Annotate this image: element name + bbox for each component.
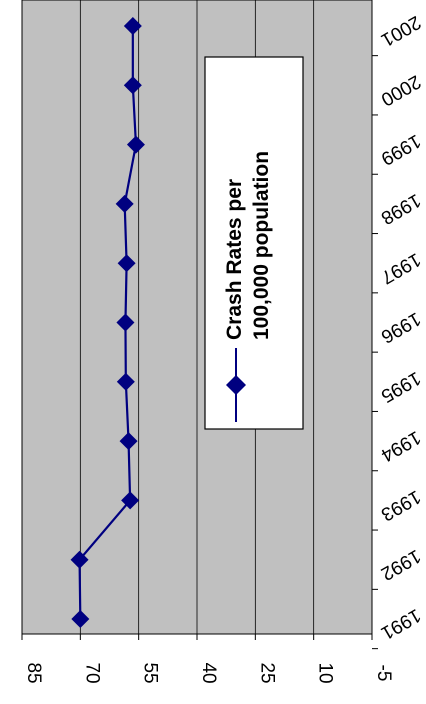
value-tick-label: 70 bbox=[81, 662, 102, 683]
data-point-marker bbox=[115, 194, 134, 213]
legend-label-line2: 100,000 population bbox=[250, 151, 273, 340]
value-tick-label: 40 bbox=[198, 662, 219, 683]
year-tick-label: 2000 bbox=[377, 70, 424, 109]
year-tick-label: 1999 bbox=[377, 130, 424, 169]
year-tick-label: 1996 bbox=[377, 308, 424, 347]
value-axis-ticks: -5 10 25 40 55 70 85 bbox=[21, 634, 394, 684]
data-point-marker bbox=[116, 372, 135, 391]
value-tick-label: 55 bbox=[140, 662, 161, 683]
year-tick-label: 1994 bbox=[377, 426, 424, 466]
legend-box bbox=[204, 56, 304, 430]
legend: Crash Rates per 100,000 population bbox=[204, 56, 304, 430]
data-point-marker bbox=[70, 550, 89, 569]
legend-label-line1: Crash Rates per bbox=[223, 179, 246, 340]
data-point-marker bbox=[117, 254, 136, 273]
data-point-marker bbox=[119, 432, 138, 451]
year-tick-label: 1997 bbox=[377, 248, 424, 287]
data-point-marker bbox=[123, 17, 142, 35]
value-tick-label: 10 bbox=[315, 662, 336, 683]
series-markers-group bbox=[70, 17, 145, 628]
data-point-marker bbox=[71, 610, 90, 628]
value-tick-label: 85 bbox=[23, 662, 44, 683]
year-tick-label: 1992 bbox=[377, 545, 424, 584]
data-point-marker bbox=[121, 491, 140, 510]
value-tick-label: 25 bbox=[256, 662, 277, 683]
year-tick-label: 1991 bbox=[377, 604, 424, 643]
value-tick-label: -5 bbox=[373, 665, 394, 682]
data-point-marker bbox=[123, 76, 142, 95]
year-tick-label: 2001 bbox=[377, 11, 424, 50]
data-point-marker bbox=[126, 135, 145, 154]
legend-marker-sample bbox=[226, 375, 246, 395]
data-point-marker bbox=[116, 313, 135, 332]
year-tick-label: 1995 bbox=[377, 367, 424, 406]
year-tick-label: 1993 bbox=[377, 485, 424, 524]
year-tick-label: 1998 bbox=[377, 189, 424, 228]
